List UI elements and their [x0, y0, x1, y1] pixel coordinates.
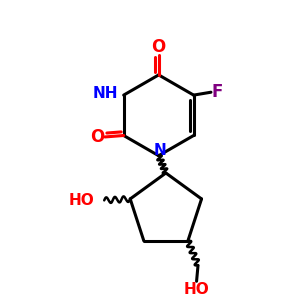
- Text: HO: HO: [68, 193, 94, 208]
- Text: O: O: [90, 128, 104, 146]
- Text: N: N: [154, 143, 166, 158]
- Text: NH: NH: [93, 86, 118, 101]
- Text: HO: HO: [184, 282, 209, 297]
- Text: F: F: [212, 83, 223, 101]
- Text: O: O: [152, 38, 166, 56]
